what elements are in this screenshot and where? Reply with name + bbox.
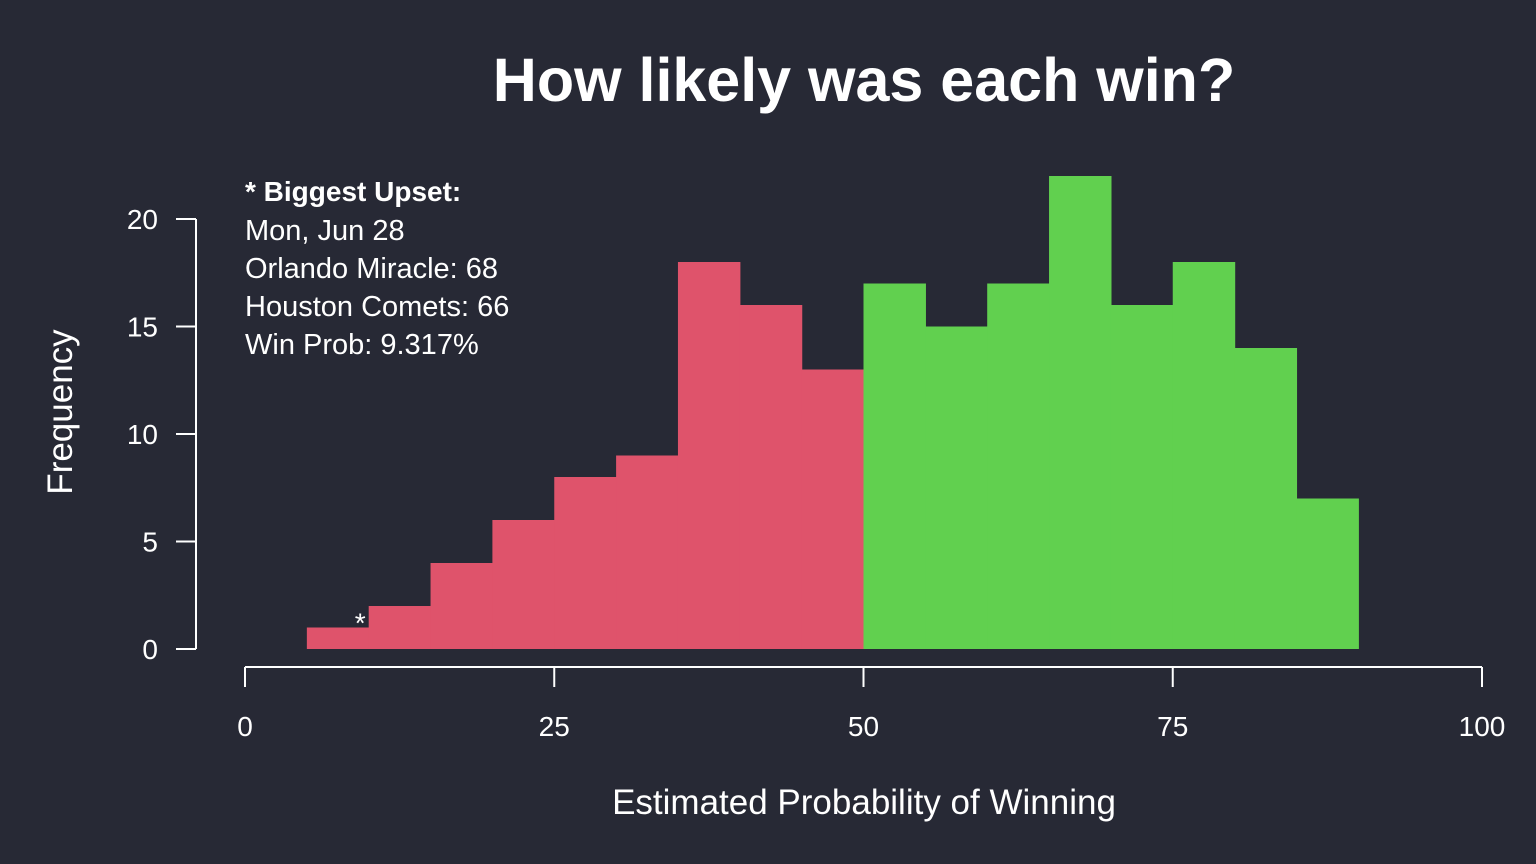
histogram-bar-5-10 bbox=[306, 627, 370, 649]
x-tick-label: 50 bbox=[848, 711, 879, 742]
y-tick-label: 5 bbox=[142, 527, 158, 558]
histogram-bar-20-25 bbox=[492, 520, 555, 649]
upset-annotation: * Biggest Upset: Mon, Jun 28 Orlando Mir… bbox=[245, 176, 509, 361]
histogram-bar-15-20 bbox=[430, 563, 493, 649]
histogram-bar-55-60 bbox=[925, 326, 988, 649]
x-axis-label: Estimated Probability of Winning bbox=[612, 783, 1116, 822]
chart-title: How likely was each win? bbox=[493, 46, 1235, 114]
x-tick-label: 100 bbox=[1459, 711, 1506, 742]
annotation-team-2: Houston Comets: 66 bbox=[245, 291, 509, 323]
histogram-bar-30-35 bbox=[616, 455, 679, 649]
x-tick-label: 0 bbox=[237, 711, 253, 742]
histogram-bar-25-30 bbox=[554, 477, 617, 649]
histogram-bar-10-15 bbox=[368, 606, 432, 649]
x-tick-label: 75 bbox=[1157, 711, 1188, 742]
y-axis: 0 5 10 15 20 bbox=[127, 204, 197, 665]
histogram-bar-45-50 bbox=[801, 369, 865, 649]
histogram-bar-75-80 bbox=[1172, 262, 1236, 649]
y-axis-label: Frequency bbox=[41, 329, 80, 495]
histogram-bar-85-90 bbox=[1296, 498, 1359, 649]
annotation-win-prob: Win Prob: 9.317% bbox=[245, 329, 479, 361]
y-tick-label: 0 bbox=[142, 634, 158, 665]
upset-marker: * bbox=[355, 608, 366, 639]
histogram-bars bbox=[306, 176, 1359, 649]
histogram-bar-40-45 bbox=[739, 305, 803, 649]
annotation-heading: * Biggest Upset: bbox=[245, 176, 461, 207]
histogram-bar-80-85 bbox=[1234, 348, 1298, 649]
histogram-bar-50-55 bbox=[863, 283, 926, 649]
y-tick-label: 15 bbox=[127, 312, 158, 343]
y-tick-label: 20 bbox=[127, 204, 158, 235]
histogram-bar-65-70 bbox=[1049, 176, 1112, 649]
y-tick-label: 10 bbox=[127, 419, 158, 450]
annotation-team-1: Orlando Miracle: 68 bbox=[245, 253, 498, 285]
histogram-bar-35-40 bbox=[677, 262, 741, 649]
x-axis: 0 25 50 75 100 bbox=[237, 666, 1506, 742]
annotation-date: Mon, Jun 28 bbox=[245, 215, 405, 247]
histogram-bar-60-65 bbox=[987, 283, 1050, 649]
x-tick-label: 25 bbox=[539, 711, 570, 742]
histogram-bar-70-75 bbox=[1110, 305, 1174, 649]
